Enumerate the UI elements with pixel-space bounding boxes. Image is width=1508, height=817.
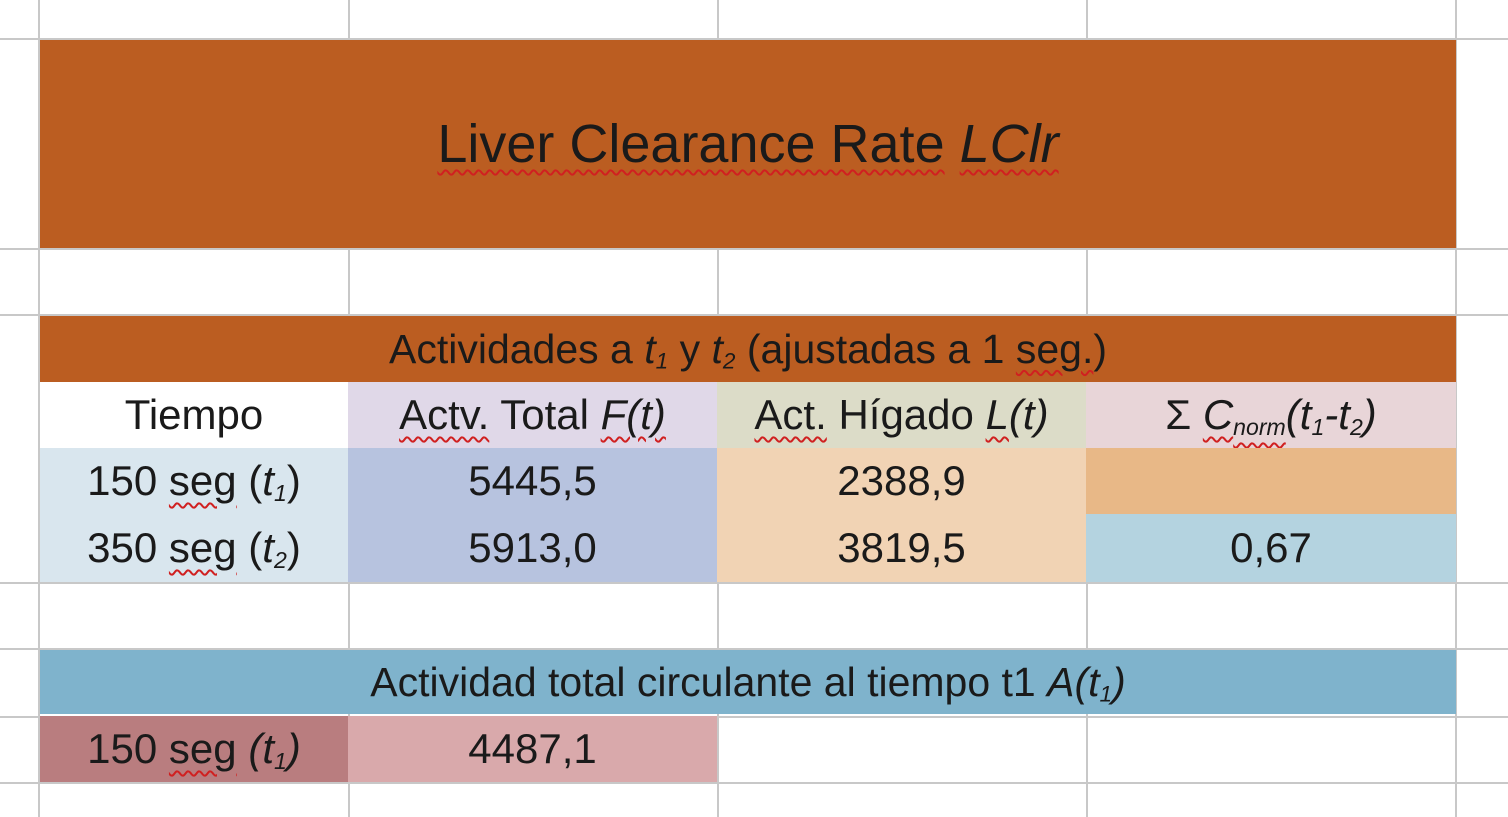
circulating-time-cell[interactable]: 150 seg (t1) — [40, 716, 348, 782]
table-row-total-cell[interactable]: 5913,0 — [348, 514, 717, 582]
gridline — [0, 648, 1508, 650]
gridline — [0, 582, 1508, 584]
activities-header-text: Actividades a t1 y t2 (ajustadas a 1 seg… — [388, 325, 1107, 374]
table-row-cnorm-cell[interactable]: 0,67 — [1086, 514, 1456, 582]
header-tiempo[interactable]: Tiempo — [40, 382, 348, 448]
title-text: Liver Clearance Rate LClr — [437, 114, 1059, 174]
title-symbol: LClr — [959, 114, 1059, 174]
circulating-activity-header-cell[interactable]: Actividad total circulante al tiempo t1 … — [40, 650, 1456, 714]
gridline — [38, 0, 40, 817]
title-cell[interactable]: Liver Clearance Rate LClr — [40, 40, 1456, 248]
table-row-total-cell[interactable]: 5445,5 — [348, 448, 717, 514]
gridline — [0, 314, 1508, 316]
gridline — [0, 782, 1508, 784]
table-row-liver-cell[interactable]: 2388,9 — [717, 448, 1086, 514]
table-row-liver-cell[interactable]: 3819,5 — [717, 514, 1086, 582]
gridline — [0, 248, 1508, 250]
gridline — [0, 38, 1508, 40]
gridline — [1455, 0, 1457, 817]
table-row-time-cell[interactable]: 150 seg (t1) — [40, 448, 348, 514]
activities-header-cell[interactable]: Actividades a t1 y t2 (ajustadas a 1 seg… — [40, 316, 1456, 382]
header-sigma-cnorm[interactable]: Σ Cnorm(t1-t2) — [1086, 382, 1456, 448]
gridline — [0, 716, 1508, 718]
table-row-cnorm-cell[interactable] — [1086, 448, 1456, 514]
header-total-activity[interactable]: Actv. Total F(t) — [348, 382, 717, 448]
circulating-activity-header-text: Actividad total circulante al tiempo t1 … — [370, 658, 1126, 707]
header-liver-activity[interactable]: Act. Hígado L(t) — [717, 382, 1086, 448]
table-row-time-cell[interactable]: 350 seg (t2) — [40, 514, 348, 582]
circulating-value-cell[interactable]: 4487,1 — [348, 716, 717, 782]
